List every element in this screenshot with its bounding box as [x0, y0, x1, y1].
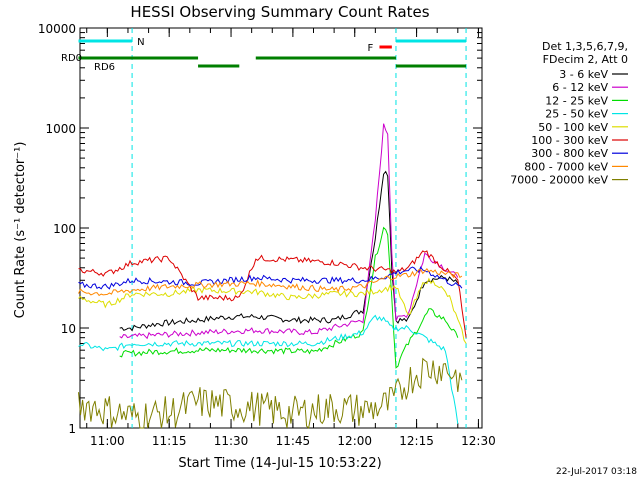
x-tick-label: 12:00: [337, 434, 372, 448]
x-tick-label: 12:30: [461, 434, 496, 448]
x-tick-labels: 11:00 11:15 11:30 11:45 12:00 12:15 12:30: [90, 434, 496, 448]
legend-entry-label: 3 - 6 keV: [559, 68, 608, 81]
series-line: [78, 250, 467, 338]
legend-entry-label: 50 - 100 keV: [538, 121, 608, 134]
legend-header-line1: Det 1,3,5,6,7,9,: [542, 40, 628, 53]
series-line: [78, 357, 463, 429]
y-tick-label: 100: [53, 222, 76, 236]
series-line: [78, 267, 463, 297]
legend-header-line2: FDecim 2, Att 0: [543, 53, 628, 66]
y-tick-label: 10000: [38, 22, 76, 36]
x-tick-label: 11:00: [90, 434, 125, 448]
legend-entry-label: 12 - 25 keV: [545, 94, 608, 107]
legend-entry-label: 300 - 800 keV: [531, 147, 608, 160]
legend: Det 1,3,5,6,7,9, FDecim 2, Att 0 3 - 6 k…: [510, 40, 628, 187]
x-axis-label: Start Time (14-Jul-15 10:53:22): [178, 456, 381, 471]
series-line: [119, 170, 459, 332]
flag-F-label: F: [367, 43, 373, 54]
x-tick-label: 11:45: [276, 434, 311, 448]
x-tick-label: 12:15: [399, 434, 434, 448]
y-axis-label: Count Rate (s⁻¹ detector⁻¹): [13, 142, 28, 319]
series-line: [78, 314, 459, 424]
flag-RD0-label: RD0: [61, 53, 82, 64]
legend-entry-label: 800 - 7000 keV: [524, 160, 608, 173]
y-tick-label: 10: [61, 322, 76, 336]
series-line: [78, 266, 463, 290]
y-tick-label: 1000: [45, 122, 76, 136]
legend-entry-label: 25 - 50 keV: [545, 108, 608, 121]
x-tick-label: 11:30: [214, 434, 249, 448]
y-tick-label: 1: [68, 422, 76, 436]
series-line: [119, 123, 459, 340]
footer-date: 22-Jul-2017 03:18: [556, 467, 637, 477]
series-line: [119, 226, 459, 369]
flag-bars: N F RD0 RD6: [61, 28, 467, 428]
x-tick-label: 11:15: [152, 434, 187, 448]
legend-entry-label: 7000 - 20000 keV: [510, 174, 608, 187]
legend-entry-label: 6 - 12 keV: [552, 81, 608, 94]
legend-entry-label: 100 - 300 keV: [531, 134, 608, 147]
chart-title: HESSI Observing Summary Count Rates: [130, 3, 429, 21]
flag-RD6-label: RD6: [94, 62, 115, 73]
flag-N-label: N: [137, 37, 144, 48]
series-line: [78, 277, 467, 344]
y-tick-labels: 1 10 100 1000 10000: [38, 22, 76, 436]
series-lines: [78, 123, 467, 429]
